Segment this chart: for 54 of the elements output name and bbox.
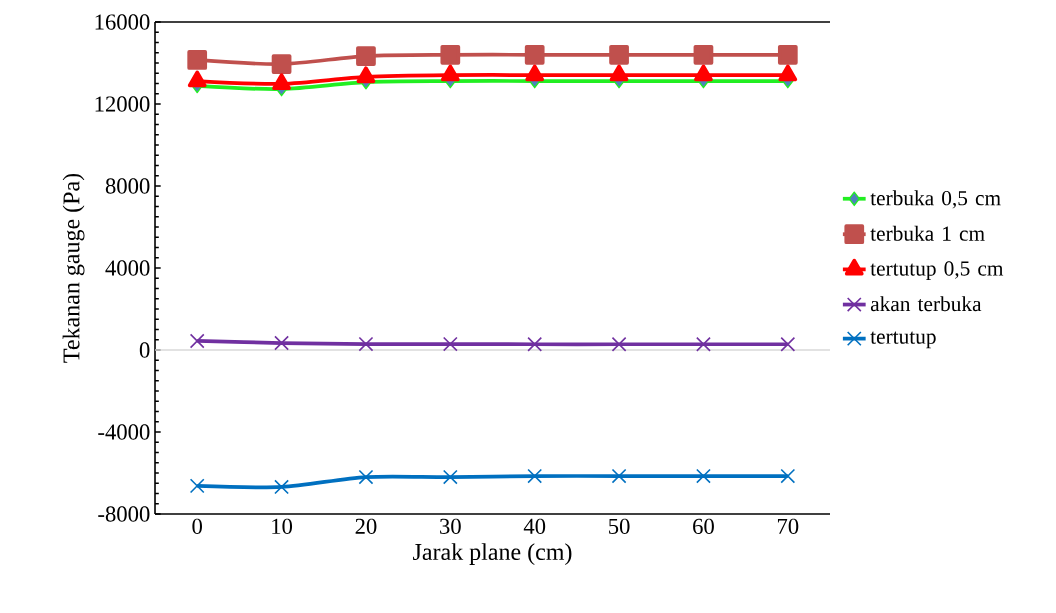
point <box>780 468 796 484</box>
point <box>696 468 711 484</box>
point <box>609 64 629 82</box>
x-tick-label: 60 <box>693 518 714 534</box>
point <box>356 46 376 66</box>
legend-label: tertutup 0,5 cm <box>870 261 1004 281</box>
point <box>611 468 627 484</box>
point <box>187 70 207 88</box>
y-tick-label: 4000 <box>105 260 150 276</box>
x-tick-label: 70 <box>777 518 799 534</box>
legend-label: akan terbuka <box>870 296 982 312</box>
point <box>442 336 458 352</box>
y-tick-label: 0 <box>139 342 150 358</box>
y-tick-label: -8000 <box>98 506 150 522</box>
point <box>272 73 291 91</box>
point <box>358 336 374 352</box>
point <box>780 336 796 352</box>
point <box>440 64 460 82</box>
x-tick-label: 0 <box>192 518 203 534</box>
point <box>693 44 714 65</box>
y-tick-label: 12000 <box>95 96 150 112</box>
x-tick-label: 30 <box>440 518 461 534</box>
x-axis-title: Jarak plane (cm) <box>413 543 572 565</box>
y-tick-label: 16000 <box>95 14 150 30</box>
point <box>274 479 289 495</box>
x-tick-label: 10 <box>272 518 293 534</box>
point <box>274 335 289 351</box>
y-axis-title: Tekanan gauge (Pa) <box>62 173 85 363</box>
point <box>694 64 713 82</box>
point <box>696 336 711 352</box>
point <box>442 469 458 485</box>
x-tick-label: 50 <box>609 518 630 534</box>
point <box>189 478 205 494</box>
x-tick-label: 40 <box>523 518 546 534</box>
legend-label: tertutup <box>870 331 936 349</box>
point <box>440 44 461 65</box>
point <box>356 66 376 84</box>
x-tick-label: 20 <box>355 518 377 534</box>
y-tick-label: -4000 <box>98 424 150 440</box>
legend-label: terbuka 1 cm <box>870 225 985 241</box>
point <box>778 64 798 82</box>
point <box>358 469 374 485</box>
point <box>527 336 543 352</box>
y-tick-label: 8000 <box>105 178 150 194</box>
point <box>527 468 543 484</box>
point <box>525 64 545 82</box>
point <box>611 336 627 352</box>
point <box>271 54 292 74</box>
point <box>189 333 205 349</box>
point <box>187 50 208 70</box>
legend-label: terbuka 0,5 cm <box>870 190 1001 209</box>
point <box>777 44 798 65</box>
point <box>524 44 545 65</box>
point <box>609 44 629 65</box>
